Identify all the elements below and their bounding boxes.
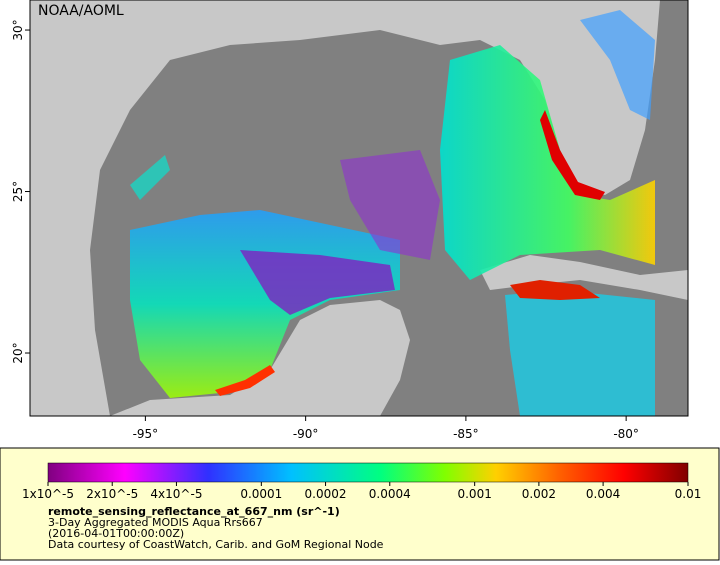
colorbar-tick-label: 0.01 [675,487,702,501]
colorbar-title: remote_sensing_reflectance_at_667_nm (sr… [48,505,340,518]
axes: -95° -90° -85° -80° 20° 25° 30° [11,19,639,441]
colorbar-subtitle: 3-Day Aggregated MODIS Aqua Rrs667 [48,516,263,529]
colorbar-tick-label: 1x10^-5 [22,487,74,501]
data-campeche-coast [215,365,275,396]
lat-tick-label: 30° [11,19,25,40]
lon-tick-label: -85° [453,427,479,441]
data-florida-shelf [440,45,655,280]
colorbar-tick-label: 0.001 [457,487,491,501]
data-florida-coast [540,110,605,200]
map-frame [29,0,689,417]
colorbar-ticks: 1x10^-5 2x10^-5 4x10^-5 0.0001 0.0002 0.0004 0… [22,482,701,501]
map-area [30,0,688,416]
data-caribbean [505,290,655,416]
lon-tick-label: -90° [293,427,319,441]
colorbar-tick-label: 0.004 [586,487,620,501]
data-east-strip [580,10,655,120]
lon-tick-label: -95° [133,427,159,441]
colorbar-date: (2016-04-01T00:00:00Z) [48,527,184,540]
colorbar-tick-label: 2x10^-5 [86,487,138,501]
credit: NOAA/AOML [38,3,124,19]
colorbar [47,462,689,483]
lon-tick-label: -80° [613,427,639,441]
lat-tick-label: 20° [11,342,25,363]
data-central-purple [340,150,440,260]
land-cuba [480,255,688,300]
data-west-strip [130,155,170,200]
data-gulf-purple [240,250,395,315]
colorbar-tick-label: 0.0002 [305,487,347,501]
colorbar-tick-label: 4x10^-5 [150,487,202,501]
lat-tick-label: 25° [11,181,25,202]
land-south [110,300,410,416]
colorbar-tick-label: 0.0004 [369,487,411,501]
colorbar-source: Data courtesy of CoastWatch, Carib. and … [48,538,384,551]
colorbar-tick-label: 0.002 [522,487,556,501]
colorbar-tick-label: 0.0001 [240,487,282,501]
data-cuba-coast [510,280,600,300]
